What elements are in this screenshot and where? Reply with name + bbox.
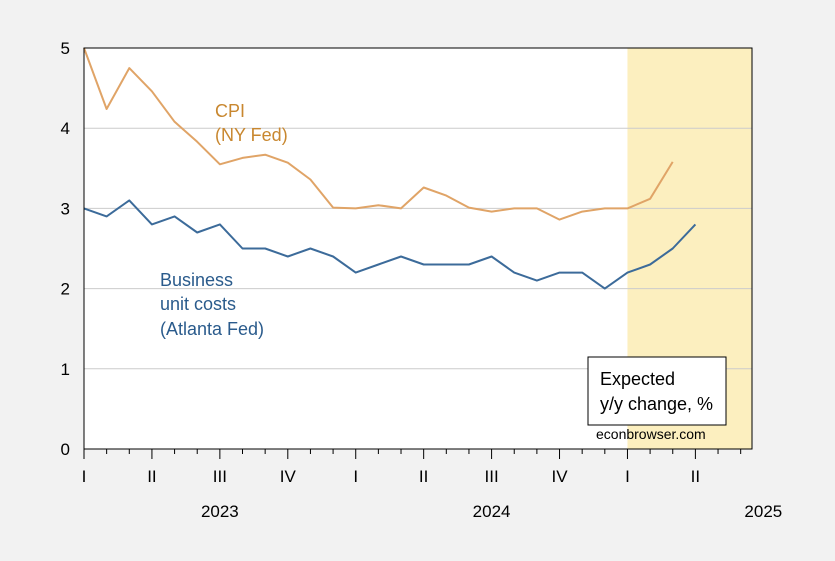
cpi-label-line-2: (NY Fed) <box>215 125 288 145</box>
y-tick-label: 3 <box>61 199 70 218</box>
cpi-label-line-1: CPI <box>215 101 245 121</box>
plot-frame <box>83 47 753 450</box>
year-label: 2025 <box>744 502 782 521</box>
cpi-line <box>83 47 674 221</box>
y-tick-label: 5 <box>61 39 70 58</box>
year-label: 2023 <box>201 502 239 521</box>
legend-box-line-1: Expected <box>600 369 675 389</box>
quarter-tick-label: I <box>82 467 87 486</box>
quarter-tick-label: IV <box>551 467 568 486</box>
cpi-series-label: CPI (NY Fed) <box>215 101 288 145</box>
y-tick-label: 1 <box>61 360 70 379</box>
legend-box: Expected y/y change, % <box>587 356 727 426</box>
business-label-line-3: (Atlanta Fed) <box>160 319 264 339</box>
y-tick-label: 4 <box>61 119 70 138</box>
quarter-tick-label: IV <box>280 467 297 486</box>
y-axis-ticks: 0 1 2 3 4 5 <box>61 39 70 459</box>
quarter-tick-label: II <box>419 467 428 486</box>
credit-text: econbrowser.com <box>596 426 706 442</box>
y-tick-label: 0 <box>61 440 70 459</box>
business-series-label: Business unit costs (Atlanta Fed) <box>160 270 264 339</box>
quarter-tick-label: III <box>485 467 499 486</box>
quarter-tick-label: II <box>691 467 700 486</box>
business-unit-costs-line <box>83 199 697 290</box>
business-label-line-2: unit costs <box>160 294 236 314</box>
legend-box-frame <box>587 356 727 426</box>
year-label: 2024 <box>473 502 511 521</box>
quarter-tick-label: III <box>213 467 227 486</box>
quarter-tick-label: I <box>625 467 630 486</box>
legend-box-line-2: y/y change, % <box>600 394 713 414</box>
y-tick-label: 2 <box>61 280 70 299</box>
quarter-tick-label: I <box>353 467 358 486</box>
quarter-tick-label: II <box>147 467 156 486</box>
series-lines <box>83 47 697 290</box>
business-label-line-1: Business <box>160 270 233 290</box>
